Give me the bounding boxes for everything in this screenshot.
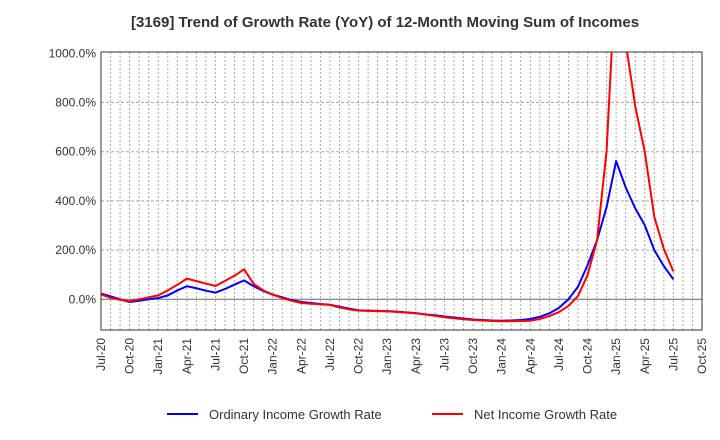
y-tick-label: 600.0% — [55, 145, 96, 159]
x-tick-label: Oct-20 — [123, 338, 137, 374]
x-tick-label: Apr-25 — [638, 338, 652, 374]
y-axis-ticks: 0.0% 200.0% 400.0% 600.0% 800.0% 1000.0% — [49, 46, 97, 306]
legend: Ordinary Income Growth Rate Net Income Gr… — [167, 407, 617, 422]
plot-frame — [100, 51, 703, 331]
x-tick-label: Jan-22 — [266, 338, 280, 375]
x-tick-label: Jan-21 — [151, 338, 165, 375]
x-tick-label: Jan-25 — [609, 338, 623, 375]
x-tick-label: Apr-24 — [523, 338, 537, 374]
x-tick-label: Jul-21 — [208, 338, 222, 371]
y-tick-label: 400.0% — [55, 194, 96, 208]
legend-label: Net Income Growth Rate — [474, 407, 617, 422]
x-tick-label: Jul-24 — [552, 338, 566, 371]
x-tick-label: Apr-23 — [409, 338, 423, 374]
x-tick-label: Jul-23 — [437, 338, 451, 371]
chart-title: [3169] Trend of Growth Rate (YoY) of 12-… — [130, 14, 640, 31]
x-tick-label: Apr-22 — [294, 338, 308, 374]
legend-label: Ordinary Income Growth Rate — [209, 407, 382, 422]
x-tick-label: Oct-22 — [352, 338, 366, 374]
x-tick-label: Apr-21 — [180, 338, 194, 374]
y-tick-label: 0.0% — [69, 292, 97, 306]
series-group — [101, 52, 675, 323]
net-income-line — [101, 52, 675, 323]
x-tick-label: Oct-25 — [695, 338, 709, 374]
x-tick-label: Oct-23 — [466, 338, 480, 374]
x-axis-ticks: Jul-20 Oct-20 Jan-21 Apr-21 Jul-21 Oct-21 Jan-… — [94, 338, 709, 375]
grid-lines — [101, 52, 702, 330]
x-tick-label: Oct-24 — [581, 338, 595, 374]
x-tick-label: Jan-24 — [495, 338, 509, 375]
y-tick-label: 1000.0% — [49, 46, 97, 60]
x-tick-label: Jul-22 — [323, 338, 337, 371]
y-tick-label: 200.0% — [55, 243, 96, 257]
x-tick-label: Jul-20 — [94, 338, 108, 371]
x-tick-label: Jul-25 — [666, 338, 680, 371]
y-tick-label: 800.0% — [55, 96, 96, 110]
x-tick-label: Oct-21 — [237, 338, 251, 374]
x-tick-label: Jan-23 — [380, 338, 394, 375]
